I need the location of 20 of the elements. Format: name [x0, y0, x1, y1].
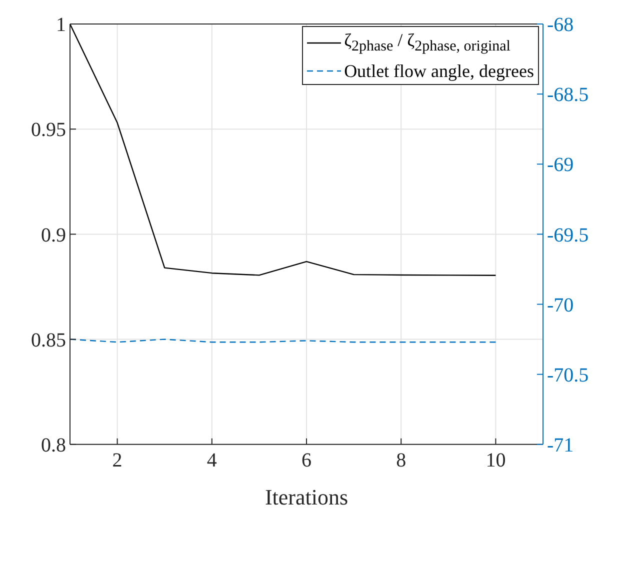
- y-tick-label: 1: [56, 14, 66, 36]
- legend-label: Outlet flow angle, degrees: [344, 60, 534, 83]
- y2-tick-label: -68: [547, 14, 574, 36]
- y2-tick-label: -69.5: [547, 224, 589, 246]
- legend-label: ζ$_{2phase}$ / ζ$_{2phase, original}$: [344, 29, 510, 57]
- y-tick-label: 0.95: [31, 119, 66, 142]
- x-tick-label: 4: [206, 450, 217, 472]
- y2-tick-label: -71: [547, 434, 574, 457]
- y2-tick-label: -69: [547, 154, 574, 176]
- x-tick-label: 8: [396, 450, 406, 472]
- y2-tick-label: -70.5: [547, 364, 589, 386]
- y-tick-label: 0.8: [41, 434, 66, 457]
- x-axis-title: Iterations: [264, 484, 348, 510]
- x-tick-label: 10: [486, 450, 506, 472]
- y2-tick-label: -70: [547, 294, 574, 316]
- x-tick-label: 6: [302, 450, 312, 472]
- y-tick-label: 0.9: [41, 224, 66, 246]
- y2-tick-label: -68.5: [547, 84, 589, 106]
- x-tick-label: 2: [112, 450, 122, 472]
- y-tick-label: 0.85: [31, 329, 66, 352]
